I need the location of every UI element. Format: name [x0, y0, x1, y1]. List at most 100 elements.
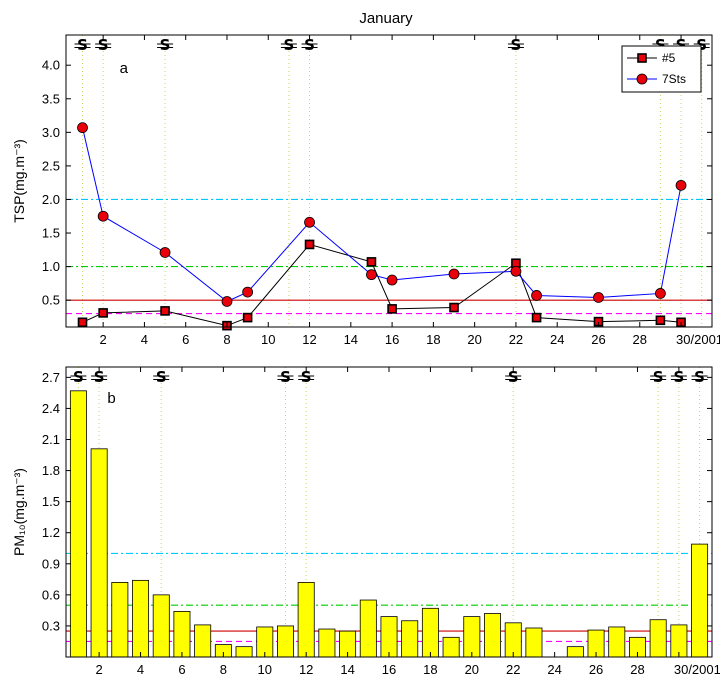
bar: [380, 616, 398, 658]
weather-symbol-icon: S: [94, 368, 105, 386]
bar: [608, 626, 626, 658]
bar: [152, 594, 170, 658]
y-axis-label: TSP(mg.m⁻³): [11, 139, 27, 223]
legend-label: 7Sts: [662, 72, 686, 86]
legend-marker: [637, 53, 647, 63]
x-tick-label: 26: [589, 662, 603, 677]
data-point: [366, 257, 377, 267]
y-tick-label: 1.5: [42, 226, 60, 241]
data-point: [387, 304, 397, 314]
y-tick-label: 3.5: [42, 91, 60, 106]
x-tick-label: 22: [506, 662, 520, 677]
x-tick-label: 4: [141, 332, 148, 347]
weather-symbol-icon: S: [301, 368, 312, 386]
weather-symbol-icon: S: [98, 36, 109, 54]
x-tick-label: 10: [261, 332, 275, 347]
bar: [442, 636, 460, 658]
y-tick-label: 1.2: [42, 525, 60, 540]
weather-symbol-icon: S: [280, 368, 291, 386]
data-point: [510, 265, 522, 277]
bar: [90, 448, 108, 658]
data-point: [593, 292, 604, 303]
data-point: [159, 247, 171, 258]
legend-label: #5: [662, 51, 676, 65]
x-tick-label: 30/2001: [674, 662, 720, 677]
data-point: [160, 306, 170, 316]
y-tick-label: 2.4: [42, 401, 60, 416]
bar: [194, 624, 212, 658]
data-point: [655, 315, 666, 326]
chart-title: January: [359, 10, 413, 27]
y-tick-label: 2.0: [42, 192, 60, 207]
bar: [235, 646, 253, 658]
y-tick-label: 1.8: [42, 463, 60, 478]
bar: [504, 622, 522, 658]
y-tick-label: 3.0: [42, 125, 60, 140]
bar: [463, 616, 481, 658]
axes-frame: [65, 34, 713, 328]
data-point: [386, 274, 398, 286]
x-tick-label: 8: [220, 662, 227, 677]
x-tick-label: 6: [178, 662, 185, 677]
y-tick-label: 0.6: [42, 587, 60, 602]
x-tick-label: 16: [382, 662, 396, 677]
weather-symbol-icon: S: [304, 36, 315, 54]
data-point: [242, 286, 254, 298]
bar: [173, 611, 191, 658]
weather-symbol-icon: S: [696, 36, 707, 54]
y-tick-label: 0.3: [42, 618, 60, 633]
weather-symbol-icon: S: [283, 36, 294, 54]
x-tick-label: 22: [509, 332, 523, 347]
bar: [525, 627, 543, 658]
x-tick-label: 20: [465, 662, 479, 677]
y-tick-label: 0.9: [42, 556, 60, 571]
x-tick-label: 14: [344, 332, 358, 347]
data-point: [242, 312, 253, 323]
data-point: [655, 288, 666, 299]
data-point: [304, 216, 315, 228]
data-point: [531, 312, 542, 323]
data-point: [98, 308, 108, 318]
weather-symbol-icon: S: [694, 368, 705, 386]
bar: [421, 607, 439, 658]
x-tick-label: 18: [423, 662, 437, 677]
x-tick-label: 12: [299, 662, 313, 677]
weather-symbol-icon: S: [160, 36, 171, 54]
series-line: [82, 127, 682, 303]
bar: [401, 620, 419, 658]
bar: [359, 599, 377, 658]
y-tick-label: 2.7: [42, 370, 60, 385]
bar: [649, 619, 667, 658]
y-tick-label: 1.0: [42, 259, 60, 274]
data-point: [221, 296, 233, 307]
bar: [69, 390, 87, 658]
bar: [566, 646, 584, 658]
panel-a: 2 4 6 8 10 12 14 16 18 20 22 24 26 28 30/20010.51.01.5…: [11, 34, 720, 347]
data-point: [77, 317, 88, 328]
x-tick-label: 16: [385, 332, 399, 347]
x-tick-label: 2: [100, 332, 107, 347]
data-point: [675, 179, 687, 191]
x-tick-label: 24: [547, 662, 561, 677]
x-tick-label: 10: [258, 662, 272, 677]
figure-title: January: [359, 10, 413, 27]
weather-symbol-icon: S: [77, 36, 88, 54]
weather-symbol-icon: S: [508, 368, 519, 386]
panel-letter: b: [107, 390, 115, 407]
y-axis-label: PM₁₀(mg.m⁻³): [11, 468, 27, 556]
x-tick-label: 2: [96, 662, 103, 677]
x-tick-label: 6: [182, 332, 189, 347]
data-point: [366, 269, 377, 281]
x-tick-label: 28: [630, 662, 644, 677]
weather-symbol-icon: S: [73, 368, 84, 386]
bar: [111, 582, 129, 658]
y-tick-label: 0.5: [42, 293, 60, 308]
data-point: [448, 268, 460, 280]
x-tick-label: 24: [550, 332, 564, 347]
data-point: [97, 210, 109, 222]
x-tick-label: 18: [426, 332, 440, 347]
weather-symbol-icon: S: [676, 36, 687, 54]
bar: [297, 582, 315, 658]
data-point: [449, 302, 459, 313]
legend-box: [621, 45, 702, 93]
